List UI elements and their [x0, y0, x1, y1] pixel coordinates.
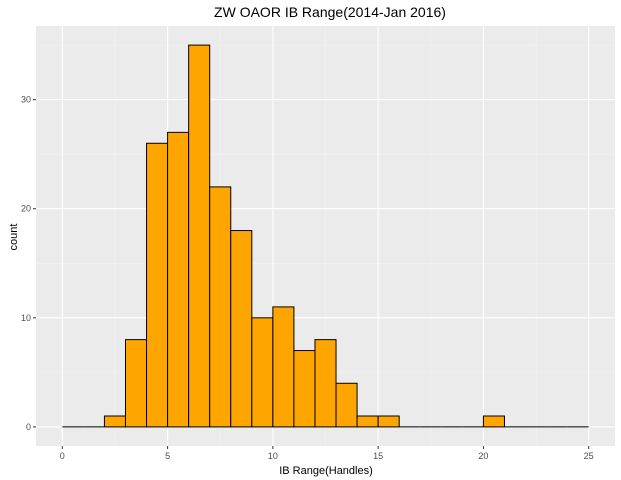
histogram-bar [272, 306, 295, 428]
histogram-bars [62, 44, 589, 428]
histogram-bar [356, 415, 379, 428]
histogram-bar [167, 131, 190, 428]
x-axis-title: IB Range(Handles) [279, 465, 373, 477]
histogram-bar [146, 142, 169, 428]
y-tick-label: 10 [21, 313, 31, 323]
histogram-bar [209, 186, 232, 428]
histogram-bar [293, 350, 316, 428]
histogram-bar [230, 230, 253, 428]
x-tick-label: 25 [584, 451, 594, 461]
histogram-bar [482, 415, 505, 428]
y-axis-title: count [8, 224, 20, 251]
x-tick-label: 15 [373, 451, 383, 461]
histogram-bar [335, 382, 358, 428]
y-axis: 0 10 20 30 [21, 95, 36, 432]
y-tick-label: 20 [21, 204, 31, 214]
histogram-bar [377, 415, 400, 428]
y-tick-label: 30 [21, 95, 31, 105]
histogram-bar [124, 339, 148, 428]
histogram-bar [251, 317, 274, 428]
x-tick-label: 20 [478, 451, 488, 461]
histogram-bar [314, 339, 337, 428]
x-tick-label: 5 [165, 451, 170, 461]
x-tick-label: 10 [268, 451, 278, 461]
x-tick-label: 0 [60, 451, 65, 461]
chart-title: ZW OAOR IB Range(2014-Jan 2016) [214, 4, 446, 20]
histogram-bar [103, 415, 126, 428]
y-tick-label: 0 [26, 422, 31, 432]
x-axis: 0 5 10 15 20 25 [60, 446, 594, 461]
histogram-bar [188, 44, 211, 428]
